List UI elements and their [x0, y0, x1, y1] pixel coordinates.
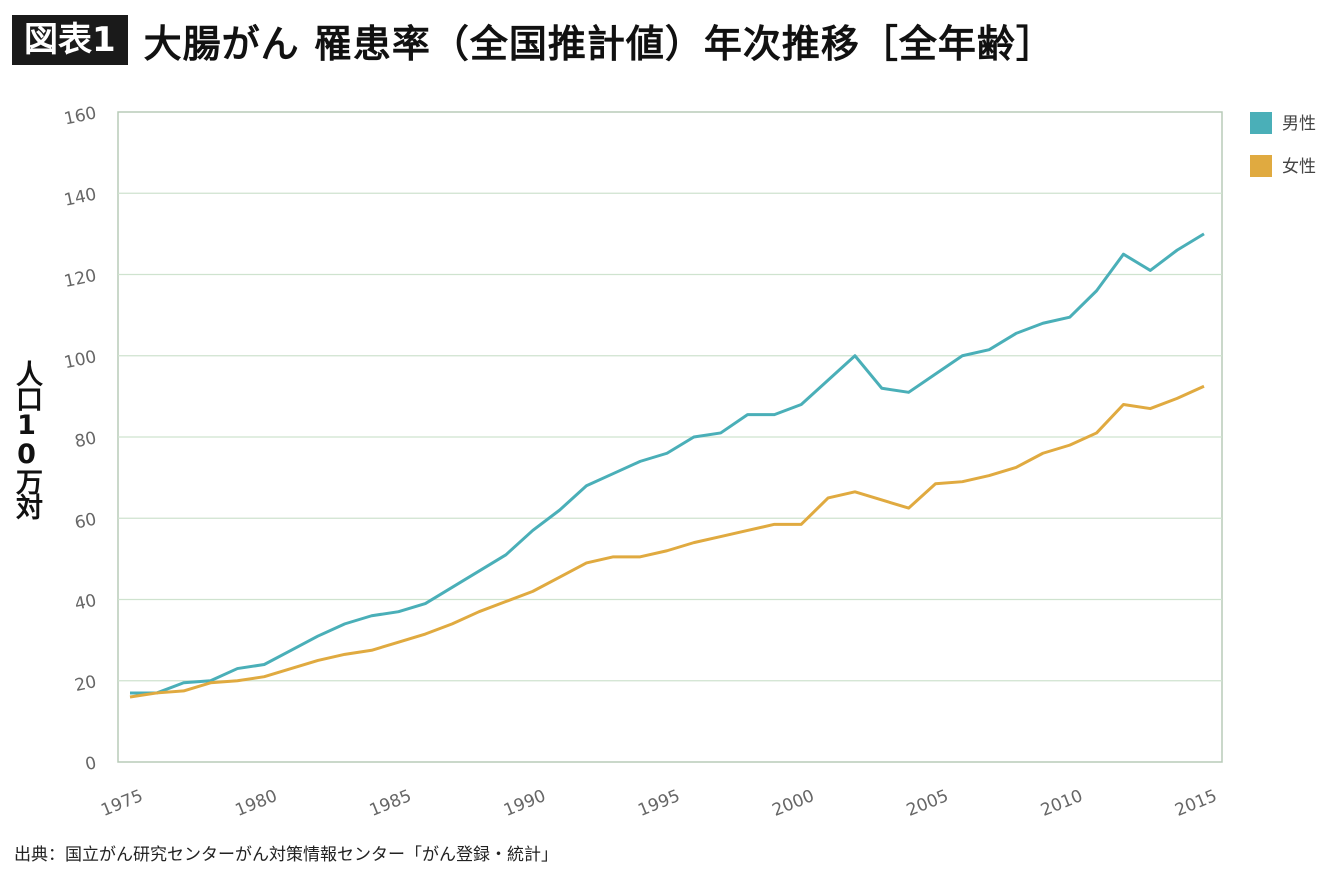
legend-label: 男性 [1282, 114, 1316, 134]
x-tick-label: 1980 [233, 786, 281, 821]
figure-badge: 図表1 [12, 15, 128, 65]
y-axis-label: 人口10万対 [11, 360, 42, 518]
chart-title: 大腸がん 罹患率（全国推計値）年次推移［全年齢］ [143, 21, 1055, 66]
legend-swatch [1250, 155, 1272, 177]
x-tick-label: 1975 [98, 786, 146, 821]
y-axis-ticks: 0 20 40 60 80 100 120 140 160 [62, 103, 98, 775]
y-tick-label: 20 [73, 672, 98, 696]
x-tick-label: 2005 [904, 786, 952, 821]
y-tick-label: 60 [73, 509, 98, 533]
x-tick-label: 1985 [367, 786, 415, 821]
y-tick-label: 0 [84, 753, 99, 775]
legend-swatch [1250, 112, 1272, 134]
x-tick-label: 2010 [1038, 786, 1086, 821]
series-line-female [129, 384, 1205, 699]
y-tick-label: 80 [73, 428, 98, 452]
y-tick-label: 140 [62, 184, 98, 210]
x-tick-label: 2000 [770, 786, 818, 821]
y-tick-label: 100 [62, 347, 98, 373]
series-lines [129, 232, 1205, 699]
x-axis-ticks: 1975 1980 1985 1990 1995 2000 2005 2010 2015 [98, 786, 1220, 821]
x-tick-label: 1995 [635, 786, 683, 821]
gridlines [118, 192, 1222, 682]
legend-label: 女性 [1282, 157, 1316, 177]
x-tick-label: 1990 [501, 786, 549, 821]
y-tick-label: 120 [62, 266, 98, 292]
source-note: 出典：国立がん研究センターがん対策情報センター「がん登録・統計」 [14, 845, 558, 865]
chart-header: 図表1 大腸がん 罹患率（全国推計値）年次推移［全年齢］ [12, 10, 1055, 70]
y-tick-label: 160 [62, 103, 98, 129]
y-tick-label: 40 [73, 591, 98, 615]
x-tick-label: 2015 [1172, 786, 1220, 821]
series-line-male [130, 232, 1205, 695]
